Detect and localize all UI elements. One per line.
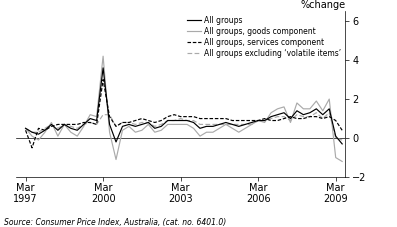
Text: Source: Consumer Price Index, Australia, (cat. no. 6401.0): Source: Consumer Price Index, Australia,… xyxy=(4,218,226,227)
Legend: All groups, All groups, goods component, All groups, services component, All gro: All groups, All groups, goods component,… xyxy=(184,13,344,61)
Text: %change: %change xyxy=(300,0,345,10)
